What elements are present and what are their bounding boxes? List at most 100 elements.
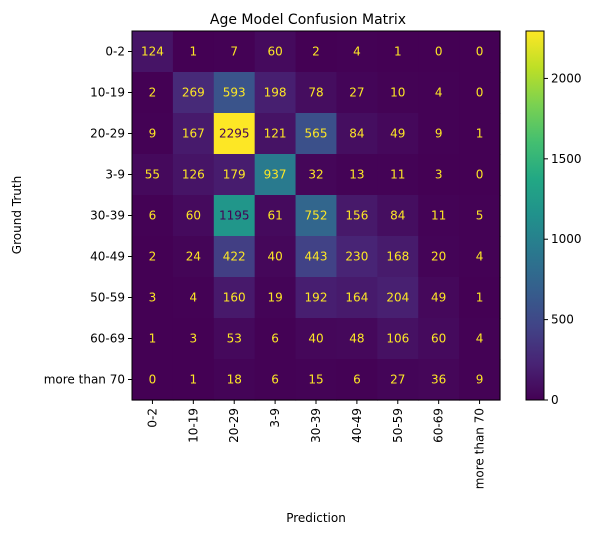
heatmap-cell [132,31,174,73]
heatmap-cell [254,31,297,73]
cell-value-label: 422 [223,250,246,264]
heatmap-cell [172,318,215,360]
cell-value-label: 55 [145,168,160,182]
cell-value-label: 48 [349,332,364,346]
heatmap-cell [377,113,419,155]
cell-value-label: 61 [267,209,282,223]
heatmap-cell [213,236,256,278]
heatmap-cell [295,72,338,114]
colorbar [525,30,545,401]
cell-value-label: 5 [476,209,484,223]
cell-value-label: 126 [182,168,205,182]
cell-value-label: 593 [223,86,246,100]
colorbar-tick-label: 2000 [551,71,582,85]
heatmap-cell [172,154,215,196]
heatmap-cell [336,359,378,401]
cell-value-label: 4 [435,86,443,100]
cell-value-label: 6 [271,332,279,346]
cell-value-label: 11 [431,209,446,223]
heatmap-cell [295,277,338,319]
cell-value-label: 49 [390,127,405,141]
heatmap-cell [418,277,460,319]
cell-value-label: 9 [476,373,484,387]
heatmap-cell [132,277,174,319]
heatmap-cell [336,236,378,278]
cell-value-label: 49 [431,291,446,305]
heatmap-cell [377,236,419,278]
cell-value-label: 0 [476,168,484,182]
cell-value-label: 164 [345,291,368,305]
cell-value-label: 11 [390,168,405,182]
heatmap-cell [336,318,378,360]
y-tick-label: 40-49 [90,250,125,264]
cell-value-label: 40 [267,250,282,264]
x-tick-label: more than 70 [473,408,487,489]
colorbar-tick-label: 1000 [551,232,582,246]
heatmap-cell [172,277,215,319]
heatmap-cell [295,154,338,196]
heatmap-cell [459,31,501,73]
heatmap-cell [132,195,174,237]
cell-value-label: 6 [271,373,279,387]
cell-value-label: 106 [386,332,409,346]
heatmap-cell [418,31,460,73]
heatmap-cell [213,72,256,114]
cell-value-label: 9 [435,127,443,141]
cell-value-label: 179 [223,168,246,182]
cell-value-label: 2 [149,86,157,100]
cell-value-label: 124 [141,45,164,59]
heatmap-cell [295,113,338,155]
heatmap-cell [336,195,378,237]
heatmap-cell [295,359,338,401]
x-axis-label: Prediction [286,511,346,525]
heatmap-cell [213,154,256,196]
heatmap-cell [213,359,256,401]
cell-value-label: 78 [308,86,323,100]
heatmap-cell [213,113,256,155]
heatmap-cell [254,195,297,237]
heatmap-cell [295,318,338,360]
y-tick-label: 20-29 [90,127,125,141]
cell-value-label: 20 [431,250,446,264]
cell-value-label: 6 [149,209,157,223]
heatmap-cell [295,236,338,278]
heatmap-cell [377,195,419,237]
heatmap-cell [172,195,215,237]
cell-value-label: 168 [386,250,409,264]
y-tick-label: 0-2 [105,45,125,59]
heatmap-cell [418,236,460,278]
heatmap-cell [254,277,297,319]
cell-value-label: 9 [149,127,157,141]
cell-value-label: 24 [186,250,201,264]
cell-value-label: 60 [267,45,282,59]
y-tick-label: 50-59 [90,291,125,305]
x-axis-ticks: 0-2 10-19 20-29 3-9 30-39 40-49 50-59 60-69 more… [145,400,487,489]
cell-value-label: 6 [353,373,361,387]
chart-title: Age Model Confusion Matrix [210,12,406,28]
cell-value-label: 565 [305,127,328,141]
heatmap-cell [254,154,297,196]
cell-value-label: 1195 [219,209,250,223]
heatmap-cell [213,277,256,319]
heatmap-cell [336,72,378,114]
cell-value-label: 204 [386,291,409,305]
cell-value-label: 0 [435,45,443,59]
cell-value-label: 27 [390,373,405,387]
heatmap-cell [336,113,378,155]
cell-value-label: 443 [305,250,328,264]
cell-value-label: 3 [149,291,157,305]
cell-value-label: 1 [190,45,198,59]
heatmap-cell [172,359,215,401]
cell-value-label: 0 [476,45,484,59]
cell-value-label: 230 [345,250,368,264]
cell-value-label: 937 [264,168,287,182]
cell-value-label: 167 [182,127,205,141]
cell-value-label: 40 [308,332,323,346]
cell-value-label: 19 [267,291,282,305]
cell-value-label: 269 [182,86,205,100]
heatmap-cell [418,195,460,237]
heatmap-cell [459,277,501,319]
heatmap-cell [459,72,501,114]
cell-value-label: 192 [305,291,328,305]
